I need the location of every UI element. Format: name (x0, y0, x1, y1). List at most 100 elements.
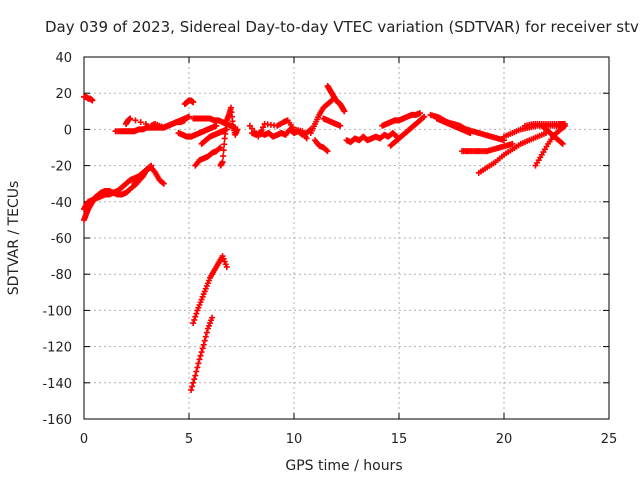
y-tick-label: -100 (42, 304, 72, 319)
data-point (260, 124, 267, 131)
series-track-6h-low (192, 144, 224, 169)
series-track-12h-dip (312, 137, 331, 155)
data-point (203, 329, 210, 336)
data-point (193, 368, 200, 375)
series-track-18h-flat (459, 140, 516, 155)
series-track-6h-mid (198, 126, 230, 147)
data-point (186, 113, 192, 120)
x-tick-label: 0 (80, 432, 88, 447)
y-tick-label: 20 (55, 87, 72, 102)
series-track-15h-rise-2 (387, 113, 428, 149)
y-tick-label: -120 (42, 341, 72, 356)
data-point (197, 352, 204, 359)
data-point (200, 341, 207, 348)
data-point (420, 114, 427, 121)
data-point (559, 140, 566, 147)
data-point (421, 113, 428, 120)
series-track-drop-6h (188, 314, 216, 394)
data-point (196, 356, 203, 363)
data-point (341, 108, 348, 115)
x-tick-label: 25 (601, 432, 618, 447)
data-point (188, 387, 195, 394)
data-point (303, 135, 310, 142)
series-track-22h-desc (538, 122, 566, 147)
data-point (258, 127, 265, 134)
data-point (561, 122, 568, 129)
series-track-5h-descend (175, 122, 220, 140)
data-point (223, 263, 230, 270)
y-tick-label: -20 (51, 160, 72, 175)
data-point (195, 360, 202, 367)
series-track-morning-rise (123, 115, 188, 131)
data-point (216, 145, 223, 152)
series-track-7h-scatter (217, 104, 241, 169)
data-point (221, 141, 228, 148)
data-point (181, 117, 188, 124)
data-point (89, 97, 96, 104)
data-point (255, 133, 262, 140)
data-point (159, 179, 166, 186)
data-point (392, 132, 399, 139)
data-point (558, 139, 565, 146)
data-point (509, 140, 516, 147)
data-point (219, 158, 226, 165)
data-marks (81, 82, 568, 394)
chart-title: Day 039 of 2023, Sidereal Day-to-day VTE… (45, 18, 640, 36)
data-point (189, 383, 196, 390)
x-tick-label: 5 (185, 432, 193, 447)
y-tick-label: 0 (64, 123, 72, 138)
data-point (324, 148, 331, 155)
data-point (160, 180, 167, 187)
data-point (137, 119, 144, 126)
series-track-low-0h (81, 166, 150, 213)
data-point (198, 349, 205, 356)
data-point (190, 99, 197, 106)
grid (84, 57, 609, 419)
data-point (192, 372, 199, 379)
x-tick-label: 20 (496, 432, 513, 447)
data-point (193, 310, 200, 317)
data-point (560, 123, 567, 130)
y-tick-label: -160 (42, 413, 72, 428)
x-axis-label: GPS time / hours (285, 458, 402, 474)
series-track-8h-scatter (246, 117, 310, 142)
series-track-19h-rise (475, 130, 549, 176)
series-track-11h-drop (320, 115, 344, 129)
data-point (190, 320, 197, 327)
x-tick-label: 10 (286, 432, 303, 447)
y-tick-label: -60 (51, 232, 72, 247)
series-track-13h-flat (343, 130, 400, 146)
y-tick-label: -40 (51, 196, 72, 211)
series-track-17h-desc-2 (433, 115, 474, 137)
data-point (217, 144, 224, 151)
series-track-11h-peak (324, 82, 348, 115)
data-point (209, 314, 216, 321)
data-point (127, 115, 134, 122)
data-point (142, 120, 149, 127)
series-track-early-high (81, 93, 96, 104)
data-point (202, 333, 209, 340)
data-point (201, 337, 208, 344)
series-track-5h-blip (181, 97, 197, 108)
data-point (234, 126, 241, 133)
data-point (467, 130, 474, 137)
data-point (194, 364, 201, 371)
data-point (191, 316, 198, 323)
y-axis-label: SDTVAR / TECUs (6, 181, 22, 296)
data-point (220, 147, 227, 154)
y-tick-label: -140 (42, 377, 72, 392)
data-point (327, 98, 334, 105)
data-point (323, 147, 330, 154)
data-point (191, 376, 198, 383)
data-point (220, 153, 227, 160)
data-point (256, 130, 263, 137)
y-tick-label: 40 (55, 51, 72, 66)
x-tick-label: 15 (391, 432, 408, 447)
data-point (337, 122, 344, 129)
data-point (199, 345, 206, 352)
data-point (417, 110, 423, 117)
series-track-bump-3h (131, 164, 167, 187)
data-point (192, 313, 199, 320)
data-point (132, 117, 139, 124)
